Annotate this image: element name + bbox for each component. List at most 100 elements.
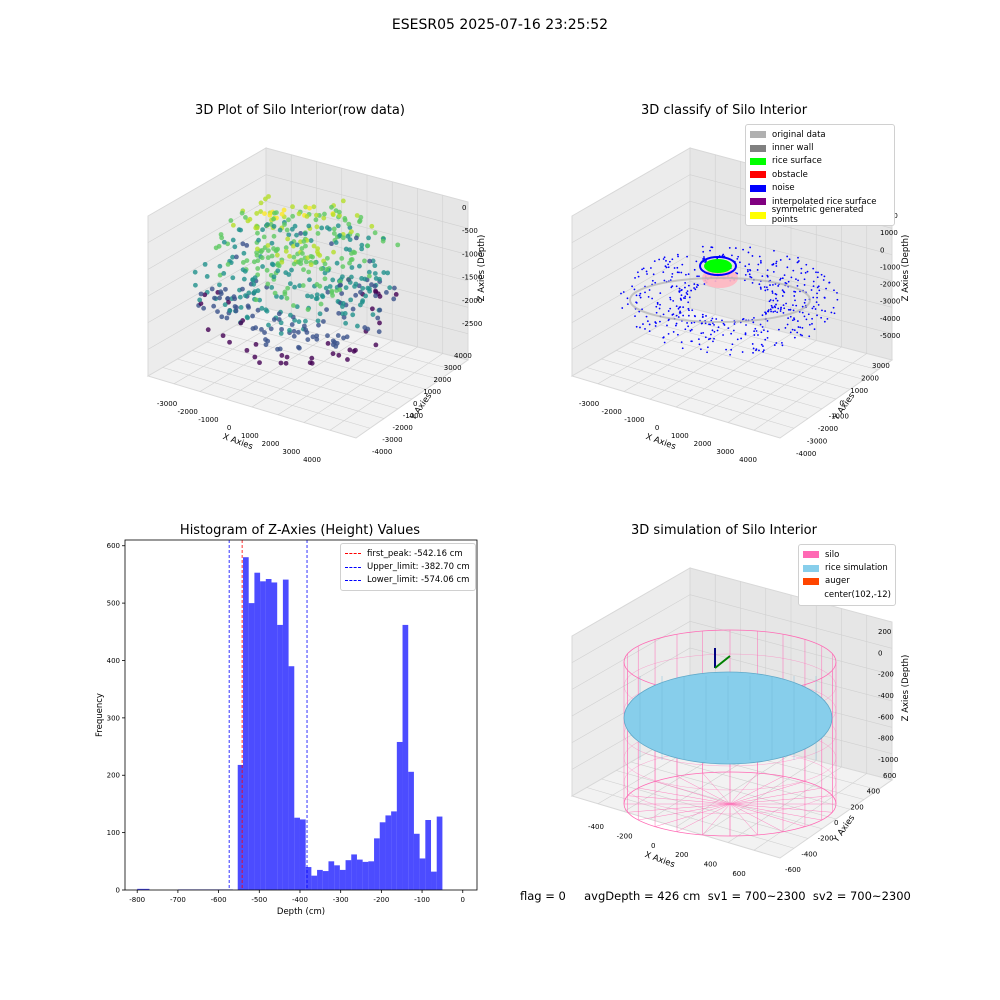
noise-point bbox=[668, 260, 671, 263]
data-point bbox=[246, 290, 252, 296]
noise-point bbox=[785, 302, 787, 305]
data-point bbox=[358, 214, 364, 220]
histogram-bar bbox=[391, 811, 397, 890]
noise-point bbox=[686, 255, 688, 258]
data-point bbox=[345, 357, 350, 362]
tick-label: 3000 bbox=[872, 362, 890, 370]
data-point bbox=[347, 247, 352, 253]
noise-point bbox=[777, 285, 780, 287]
noise-point bbox=[684, 328, 687, 331]
noise-point bbox=[761, 326, 764, 328]
noise-point bbox=[756, 269, 759, 271]
noise-point bbox=[684, 295, 687, 298]
tick-label: 1000 bbox=[241, 432, 259, 440]
tick-label: 4000 bbox=[454, 352, 472, 360]
data-point bbox=[255, 230, 260, 236]
noise-point bbox=[634, 277, 636, 279]
data-point bbox=[226, 299, 231, 305]
noise-point bbox=[759, 286, 762, 289]
noise-point bbox=[639, 292, 642, 295]
noise-point bbox=[793, 295, 796, 297]
noise-point bbox=[759, 323, 762, 326]
noise-point bbox=[671, 276, 673, 278]
data-point bbox=[313, 217, 319, 223]
noise-point bbox=[677, 307, 680, 310]
noise-point bbox=[721, 319, 723, 322]
data-point bbox=[243, 293, 248, 299]
silo-floor-spoke bbox=[729, 787, 822, 805]
grid-line bbox=[147, 174, 469, 243]
tick-label: -1000 bbox=[462, 250, 482, 258]
noise-point bbox=[681, 347, 684, 350]
silo-floor-spoke bbox=[729, 781, 806, 805]
data-point bbox=[276, 311, 282, 317]
data-point bbox=[239, 210, 245, 216]
legend-entry: rice surface bbox=[750, 155, 890, 168]
silo-floor-spoke bbox=[729, 776, 784, 805]
noise-point bbox=[635, 294, 638, 297]
histogram-bar bbox=[334, 865, 340, 890]
noise-point bbox=[775, 265, 778, 267]
noise-point bbox=[748, 273, 751, 276]
grid-line bbox=[645, 753, 851, 810]
data-point bbox=[375, 315, 381, 321]
noise-point bbox=[701, 322, 703, 325]
noise-point bbox=[799, 333, 802, 336]
silo-floor-spoke bbox=[676, 776, 731, 805]
noise-point bbox=[669, 307, 672, 310]
silo-floor-spoke bbox=[729, 803, 806, 827]
noise-point bbox=[771, 306, 774, 309]
data-point bbox=[291, 333, 297, 339]
legend-label: original data bbox=[772, 129, 826, 140]
y-axis-label: Frequency bbox=[95, 693, 105, 737]
data-point bbox=[372, 271, 378, 276]
noise-point bbox=[696, 275, 699, 278]
plot-frame bbox=[124, 539, 478, 891]
noise-point bbox=[727, 327, 730, 330]
data-point bbox=[314, 336, 320, 342]
noise-point bbox=[654, 281, 657, 284]
noise-point bbox=[697, 284, 699, 287]
noise-point bbox=[635, 325, 638, 328]
data-point bbox=[253, 325, 259, 331]
tick-label: -1000 bbox=[829, 412, 849, 420]
legend-label: first_peak: -542.16 cm bbox=[367, 548, 463, 559]
data-point bbox=[329, 204, 334, 210]
data-point bbox=[225, 296, 231, 301]
noise-point bbox=[652, 273, 655, 276]
noise-point bbox=[744, 265, 747, 268]
data-point bbox=[265, 222, 270, 227]
data-point bbox=[340, 198, 346, 204]
center-marker bbox=[714, 655, 731, 669]
histogram-bar bbox=[351, 854, 357, 890]
histogram-bar bbox=[362, 861, 369, 890]
tick-label: 0 bbox=[655, 424, 659, 432]
noise-point bbox=[768, 300, 771, 303]
noise-point bbox=[786, 323, 789, 326]
data-point bbox=[261, 234, 267, 240]
noise-point bbox=[665, 259, 667, 262]
x-tick-label: 0 bbox=[461, 896, 465, 904]
data-point bbox=[277, 227, 283, 233]
noise-point bbox=[622, 291, 625, 293]
data-point bbox=[238, 304, 244, 310]
noise-point bbox=[667, 310, 670, 312]
noise-point bbox=[744, 273, 747, 276]
tick-label: 200 bbox=[850, 803, 863, 811]
tick-label: -5000 bbox=[880, 332, 900, 340]
noise-point bbox=[776, 299, 779, 302]
data-point bbox=[257, 360, 262, 366]
noise-point bbox=[672, 299, 675, 302]
noise-point bbox=[666, 324, 668, 327]
noise-point bbox=[676, 266, 679, 269]
noise-point bbox=[732, 329, 735, 332]
data-point bbox=[254, 225, 260, 231]
data-point bbox=[298, 230, 304, 236]
data-point bbox=[263, 342, 269, 348]
noise-point bbox=[681, 263, 684, 266]
noise-point bbox=[755, 330, 758, 332]
data-point bbox=[380, 238, 386, 244]
noise-point bbox=[816, 276, 819, 279]
data-point bbox=[296, 259, 301, 265]
noise-point bbox=[730, 332, 733, 335]
